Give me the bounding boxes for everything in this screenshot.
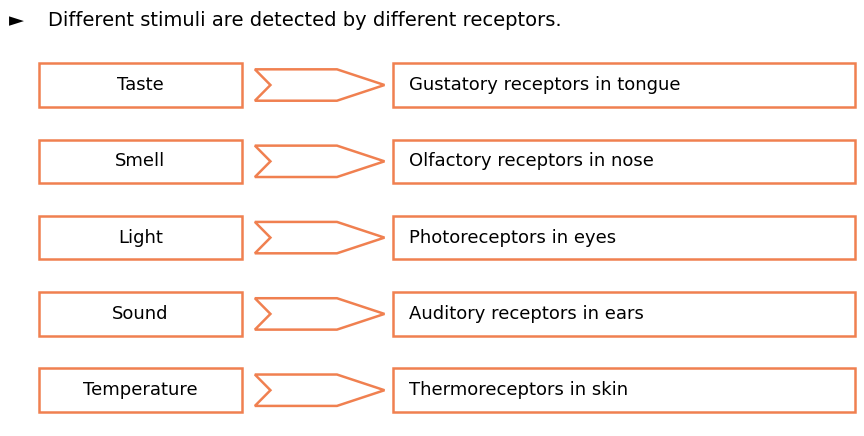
Polygon shape: [255, 222, 384, 253]
Bar: [39, 140, 242, 183]
Bar: [39, 63, 242, 107]
Bar: [393, 292, 855, 336]
Bar: [393, 216, 855, 259]
Bar: [39, 368, 242, 412]
Polygon shape: [255, 298, 384, 330]
Bar: [393, 368, 855, 412]
Text: Thermoreceptors in skin: Thermoreceptors in skin: [409, 381, 628, 399]
Text: Light: Light: [118, 228, 162, 247]
Polygon shape: [255, 146, 384, 177]
Polygon shape: [255, 69, 384, 101]
Polygon shape: [255, 375, 384, 406]
Text: Gustatory receptors in tongue: Gustatory receptors in tongue: [409, 76, 680, 94]
Text: Auditory receptors in ears: Auditory receptors in ears: [409, 305, 644, 323]
Text: Sound: Sound: [112, 305, 168, 323]
Text: Smell: Smell: [115, 152, 166, 170]
Text: Taste: Taste: [117, 76, 164, 94]
Text: Different stimuli are detected by different receptors.: Different stimuli are detected by differ…: [48, 11, 561, 30]
Text: Temperature: Temperature: [83, 381, 198, 399]
Bar: [393, 140, 855, 183]
Bar: [39, 216, 242, 259]
Bar: [39, 292, 242, 336]
Text: Photoreceptors in eyes: Photoreceptors in eyes: [409, 228, 616, 247]
Text: ►: ►: [9, 11, 23, 30]
Bar: [393, 63, 855, 107]
Text: Olfactory receptors in nose: Olfactory receptors in nose: [409, 152, 653, 170]
